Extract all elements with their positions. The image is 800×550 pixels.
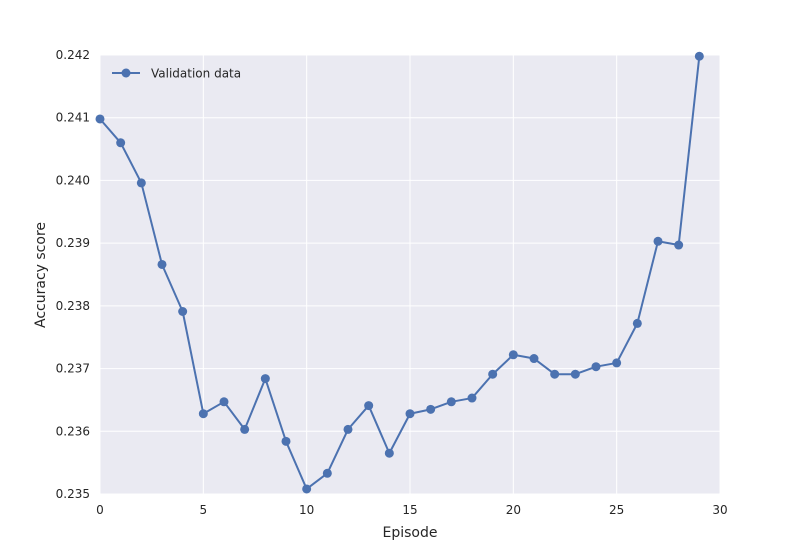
legend-label: Validation data: [151, 67, 241, 81]
x-tick-label: 5: [200, 503, 208, 517]
data-point: [508, 350, 518, 360]
data-point: [570, 369, 580, 379]
data-point: [694, 51, 704, 61]
data-point: [364, 401, 374, 411]
y-tick-label: 0.235: [56, 487, 90, 501]
y-axis-label: Accuracy score: [33, 222, 49, 328]
data-point: [674, 240, 684, 250]
data-point: [95, 114, 105, 124]
data-point: [653, 236, 663, 246]
x-tick-label: 20: [506, 503, 521, 517]
legend: Validation data: [112, 67, 241, 81]
data-point: [550, 369, 560, 379]
y-tick-label: 0.237: [56, 362, 90, 376]
data-point: [426, 404, 436, 414]
data-point: [116, 138, 126, 148]
legend-dot-marker: [121, 68, 131, 78]
data-point: [178, 307, 188, 317]
data-point: [405, 409, 415, 419]
data-point: [632, 318, 642, 328]
y-tick-label: 0.242: [56, 48, 90, 62]
data-point: [384, 448, 394, 458]
y-tick-label: 0.236: [56, 424, 90, 438]
data-point: [281, 436, 291, 446]
y-tick-label: 0.238: [56, 299, 90, 313]
x-tick-label: 25: [609, 503, 624, 517]
y-tick-label: 0.241: [56, 111, 90, 125]
x-tick-label: 15: [402, 503, 417, 517]
data-point: [446, 397, 456, 407]
data-point: [591, 362, 601, 372]
grid: [99, 54, 721, 495]
tick-labels: 0 5 10 15 20 25 30 0.235 0.236 0.237 0.238 0.239 0.2…: [56, 48, 728, 517]
x-tick-label: 30: [712, 503, 727, 517]
data-point: [529, 354, 539, 364]
data-point: [343, 424, 353, 434]
data-point: [302, 484, 312, 494]
data-point: [612, 358, 622, 368]
x-tick-label: 10: [299, 503, 314, 517]
x-axis-label: Episode: [383, 525, 438, 541]
data-point: [240, 424, 250, 434]
data-point: [260, 374, 270, 384]
y-tick-label: 0.240: [56, 173, 90, 187]
x-tick-label: 0: [96, 503, 104, 517]
data-point: [322, 468, 332, 478]
y-tick-label: 0.239: [56, 236, 90, 250]
data-point: [219, 397, 229, 407]
data-point: [198, 409, 208, 419]
data-point: [136, 178, 146, 188]
data-point: [488, 369, 498, 379]
series-validation-data: [95, 51, 704, 494]
data-point: [467, 393, 477, 403]
data-point: [157, 259, 167, 269]
